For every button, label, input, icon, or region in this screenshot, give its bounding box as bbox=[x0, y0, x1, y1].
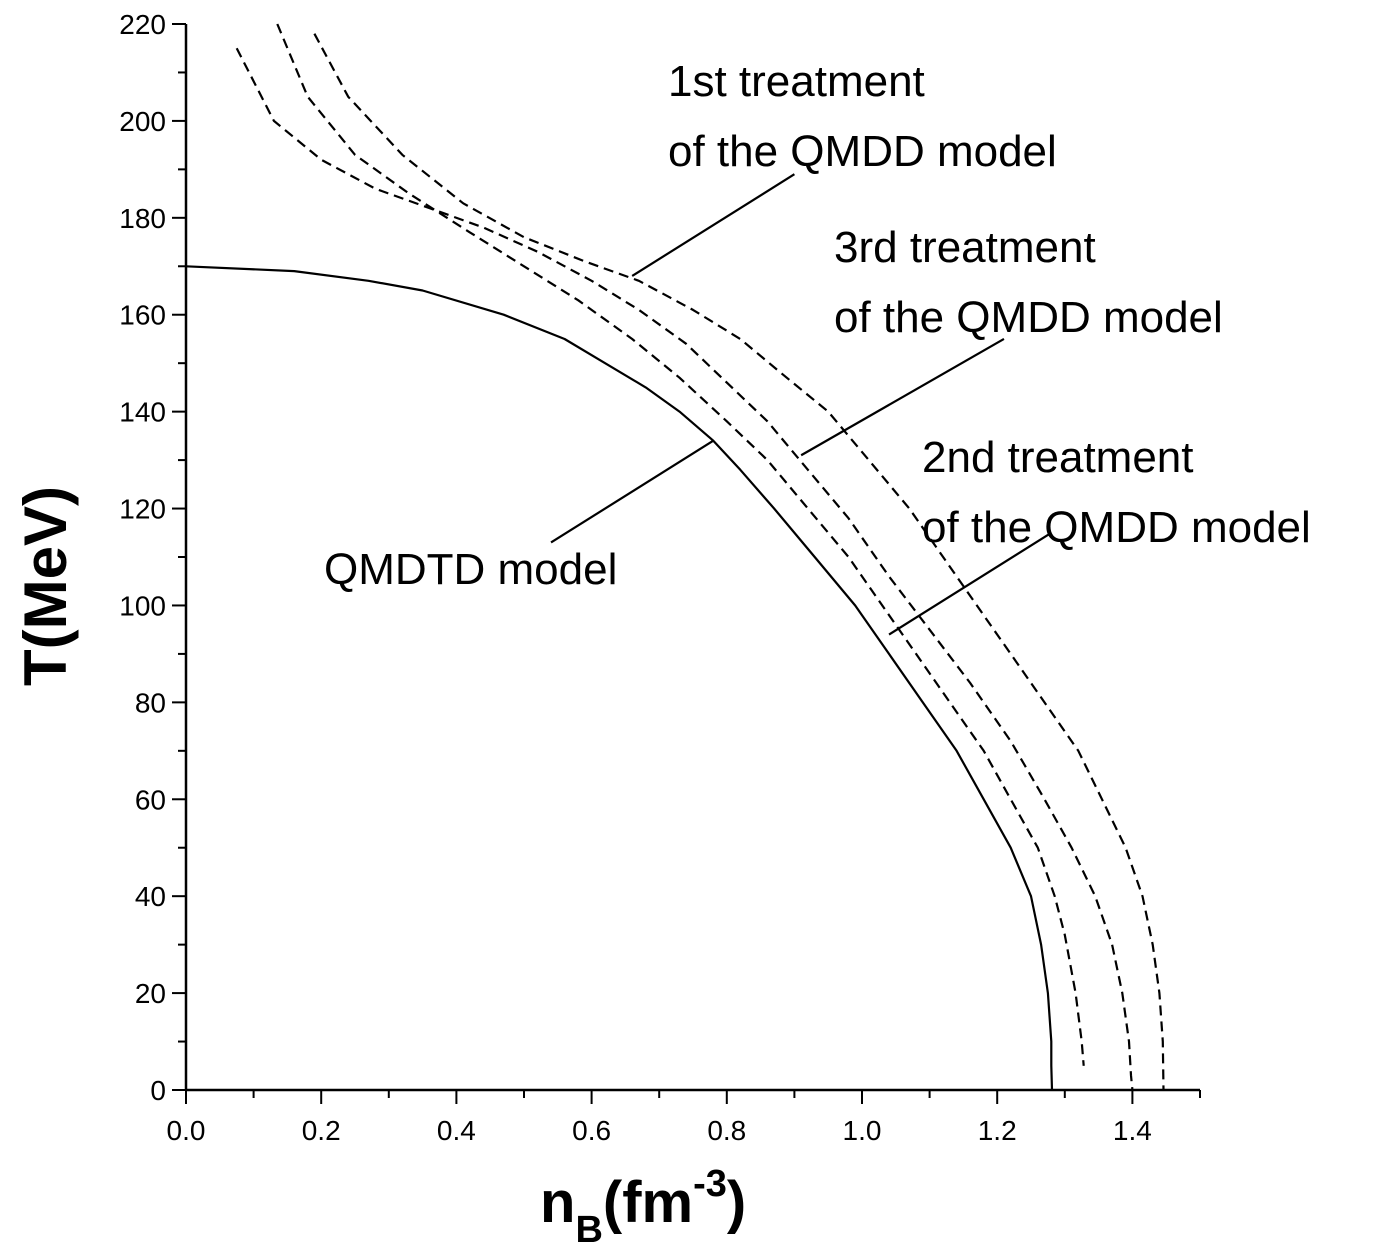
x-tick-label: 0.6 bbox=[572, 1115, 611, 1146]
x-tick-label: 1.0 bbox=[843, 1115, 882, 1146]
y-tick-label: 20 bbox=[135, 978, 166, 1009]
annotation-label: 1st treatment bbox=[668, 57, 925, 106]
annotation-label: QMDTD model bbox=[324, 545, 617, 594]
y-tick-label: 140 bbox=[119, 397, 166, 428]
x-tick-label: 0.0 bbox=[167, 1115, 206, 1146]
x-axis-title: nB(fm-3) bbox=[540, 1163, 746, 1251]
x-axis-title-sup: -3 bbox=[693, 1163, 727, 1205]
y-tick-label: 80 bbox=[135, 687, 166, 718]
y-tick-label: 120 bbox=[119, 494, 166, 525]
y-tick-label: 180 bbox=[119, 203, 166, 234]
y-axis-title: T(MeV) bbox=[12, 486, 79, 686]
y-tick-label: 100 bbox=[119, 590, 166, 621]
annotation-layer: 1st treatment of the QMDD model 3rd treatm… bbox=[324, 57, 1311, 636]
annotation-pointer bbox=[800, 338, 1005, 457]
annotation-pointer bbox=[550, 439, 714, 544]
x-tick-label: 1.2 bbox=[978, 1115, 1017, 1146]
annotation-label: of the QMDD model bbox=[668, 127, 1057, 176]
annotation-label: 3rd treatment bbox=[834, 223, 1096, 272]
series-layer bbox=[185, 23, 1165, 1091]
annotation-label: of the QMDD model bbox=[922, 503, 1311, 552]
x-axis-title-main: n bbox=[540, 1170, 575, 1235]
y-tick-label: 0 bbox=[150, 1075, 166, 1106]
x-tick-label: 0.4 bbox=[437, 1115, 476, 1146]
x-tick-label: 0.2 bbox=[302, 1115, 341, 1146]
series-line-4 bbox=[313, 33, 1165, 1091]
x-axis-title-close: ) bbox=[727, 1170, 746, 1235]
annotation-label: 2nd treatment bbox=[922, 433, 1194, 482]
x-tick-label: 0.8 bbox=[707, 1115, 746, 1146]
x-axis-title-sub: B bbox=[575, 1209, 602, 1251]
series-line-2 bbox=[276, 23, 1085, 1066]
series-line-1 bbox=[185, 265, 1054, 1091]
y-tick-label: 40 bbox=[135, 881, 166, 912]
y-tick-label: 160 bbox=[119, 300, 166, 331]
annotation-pointer bbox=[888, 531, 1052, 636]
y-tick-label: 60 bbox=[135, 784, 166, 815]
y-tick-label: 220 bbox=[119, 9, 166, 40]
x-tick-label: 1.4 bbox=[1113, 1115, 1152, 1146]
annotation-pointer bbox=[631, 173, 795, 277]
annotation-label: of the QMDD model bbox=[834, 293, 1223, 342]
x-axis-title-rest: (fm bbox=[603, 1170, 693, 1235]
y-tick-label: 200 bbox=[119, 106, 166, 137]
axes: 0.0 0.2 0.4 0.6 0.8 1.0 1.2 1.4 0 20 40 60 80 100 120 1… bbox=[119, 9, 1201, 1146]
series-line-3 bbox=[235, 47, 1134, 1091]
